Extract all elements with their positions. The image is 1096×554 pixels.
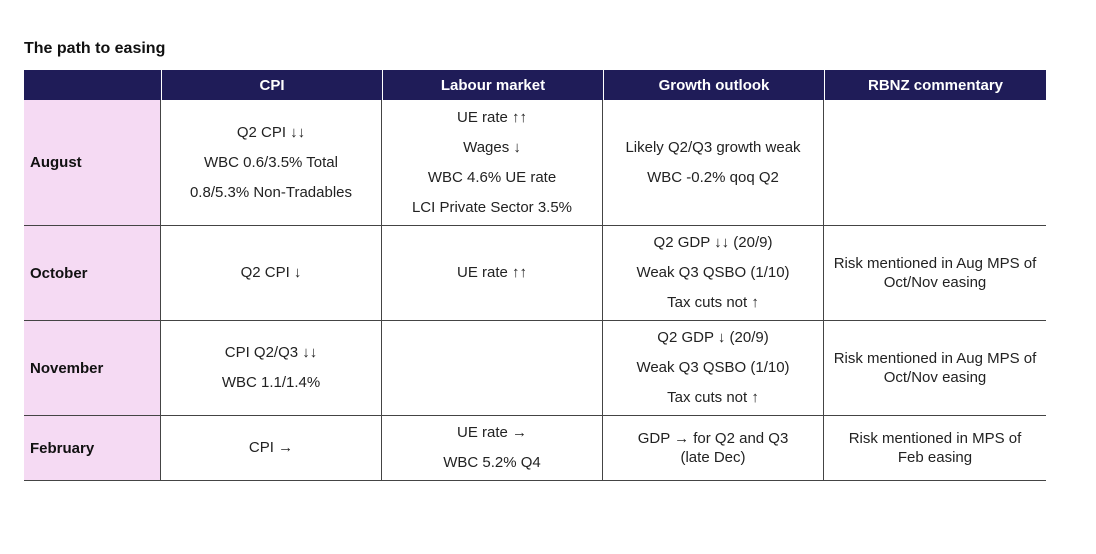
header-labour-market: Labour market: [382, 70, 603, 100]
cell-line: Oct/Nov easing: [883, 369, 987, 386]
cell-line: WBC 5.2% Q4: [443, 454, 541, 471]
cell-october-cpi: Q2 CPI ↓: [161, 225, 382, 320]
row-label-november: November: [24, 320, 161, 415]
cell-august-rbnz: [824, 100, 1046, 225]
cell-february-rbnz: Risk mentioned in MPS of Feb easing: [824, 415, 1046, 480]
cell-november-growth: Q2 GDP ↓ (20/9) Weak Q3 QSBO (1/10) Tax …: [603, 320, 824, 415]
cell-november-labour: [382, 320, 603, 415]
cell-line: CPI →: [248, 439, 294, 456]
cell-line: Q2 CPI ↓↓: [236, 123, 306, 141]
cell-line: Weak Q3 QSBO (1/10): [636, 359, 790, 376]
cell-line: LCI Private Sector 3.5%: [411, 198, 573, 216]
row-label-august: August: [24, 100, 161, 225]
cell-october-rbnz: Risk mentioned in Aug MPS of Oct/Nov eas…: [824, 225, 1046, 320]
cell-august-growth: Likely Q2/Q3 growth weak WBC -0.2% qoq Q…: [603, 100, 824, 225]
cell-october-growth: Q2 GDP ↓↓ (20/9) Weak Q3 QSBO (1/10) Tax…: [603, 225, 824, 320]
cell-august-labour: UE rate ↑↑ Wages ↓ WBC 4.6% UE rate LCI …: [382, 100, 603, 225]
header-cpi: CPI: [161, 70, 382, 100]
cell-line: Q2 GDP ↓ (20/9): [657, 329, 769, 346]
cell-line: Risk mentioned in Aug MPS of: [833, 255, 1037, 272]
row-label-october: October: [24, 225, 161, 320]
cell-wrap: Risk mentioned in Aug MPS of Oct/Nov eas…: [834, 349, 1037, 387]
table-title: The path to easing: [24, 40, 166, 57]
cell-february-growth: GDP → for Q2 and Q3 (late Dec): [603, 415, 824, 480]
cell-line: WBC -0.2% qoq Q2: [647, 168, 779, 186]
cell-line: Likely Q2/Q3 growth weak: [625, 138, 801, 156]
cell-line: UE rate ↑↑: [456, 264, 528, 281]
cell-line: Q2 CPI ↓: [240, 264, 302, 281]
cell-line: WBC 1.1/1.4%: [221, 374, 321, 391]
cell-line: WBC 4.6% UE rate: [427, 168, 557, 186]
cell-line: Weak Q3 QSBO (1/10): [636, 264, 790, 281]
cell-line: Oct/Nov easing: [883, 274, 987, 291]
cell-line: 0.8/5.3% Non-Tradables: [189, 183, 353, 201]
cell-wrap: Risk mentioned in MPS of Feb easing: [849, 429, 1022, 467]
cell-line: Q2 GDP ↓↓ (20/9): [653, 234, 773, 251]
cell-line: Risk mentioned in Aug MPS of: [833, 350, 1037, 367]
cell-november-rbnz: Risk mentioned in Aug MPS of Oct/Nov eas…: [824, 320, 1046, 415]
cell-line: Risk mentioned in MPS of: [848, 430, 1022, 447]
row-label-february: February: [24, 415, 161, 480]
easing-table: CPI Labour market Growth outlook RBNZ co…: [24, 70, 1046, 481]
cell-line: Tax cuts not ↑: [667, 294, 759, 311]
header-corner: [24, 70, 161, 100]
cell-line: WBC 0.6/3.5% Total: [204, 153, 338, 171]
cell-august-cpi: Q2 CPI ↓↓ WBC 0.6/3.5% Total 0.8/5.3% No…: [161, 100, 382, 225]
cell-line: Tax cuts not ↑: [667, 389, 759, 406]
cell-wrap: GDP → for Q2 and Q3 (late Dec): [638, 429, 789, 467]
cell-line: Wages ↓: [463, 138, 521, 156]
cell-october-labour: UE rate ↑↑: [382, 225, 603, 320]
cell-wrap: Risk mentioned in Aug MPS of Oct/Nov eas…: [834, 254, 1037, 292]
cell-line: CPI Q2/Q3 ↓↓: [224, 344, 318, 361]
header-growth-outlook: Growth outlook: [603, 70, 824, 100]
header-rbnz-commentary: RBNZ commentary: [824, 70, 1046, 100]
cell-november-cpi: CPI Q2/Q3 ↓↓ WBC 1.1/1.4%: [161, 320, 382, 415]
cell-line: Feb easing: [897, 449, 973, 466]
cell-february-labour: UE rate → WBC 5.2% Q4: [382, 415, 603, 480]
cell-line: UE rate ↑↑: [456, 108, 528, 126]
cell-line: UE rate →: [456, 424, 528, 441]
cell-line: GDP → for Q2 and Q3: [637, 430, 789, 447]
cell-line: (late Dec): [680, 449, 746, 466]
cell-february-cpi: CPI →: [161, 415, 382, 480]
